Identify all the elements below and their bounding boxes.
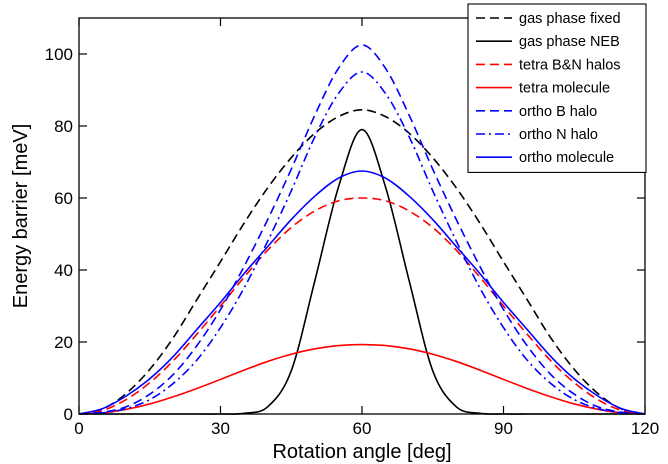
y-axis-ticks: 0 20 40 60 80 100: [45, 45, 645, 424]
x-axis-ticks: 0 30 60 90 120: [74, 18, 659, 438]
legend-label: ortho B halo: [519, 104, 597, 120]
y-tick-label: 60: [54, 189, 73, 208]
legend-label: ortho N halo: [519, 127, 598, 143]
legend-label: gas phase fixed: [519, 11, 621, 27]
x-tick-label: 90: [494, 419, 513, 438]
legend-label: ortho molecule: [519, 150, 614, 166]
series-line-gas-phase-fixed: [78, 108, 646, 415]
legend: gas phase fixed gas phase NEB tetra B&N ha…: [467, 3, 647, 173]
legend-label: tetra molecule: [519, 81, 610, 97]
legend-label: gas phase NEB: [519, 34, 620, 50]
y-tick-label: 40: [54, 261, 73, 280]
series-line-ortho-molecule: [78, 170, 646, 415]
x-tick-label: 0: [74, 419, 83, 438]
x-axis-label: Rotation angle [deg]: [272, 441, 451, 463]
y-tick-label: 0: [64, 405, 73, 424]
x-tick-label: 120: [631, 419, 659, 438]
y-tick-label: 20: [54, 333, 73, 352]
series-line-tetra-b-n-halos: [78, 197, 646, 415]
x-tick-label: 60: [353, 419, 372, 438]
y-tick-label: 100: [45, 45, 73, 64]
series-line-tetra-molecule: [78, 343, 646, 415]
legend-label: tetra B&N halos: [519, 57, 621, 73]
y-tick-label: 80: [54, 117, 73, 136]
x-tick-label: 30: [211, 419, 230, 438]
y-axis-label: Energy barrier [meV]: [10, 124, 32, 309]
series-line-ortho-b-halo: [78, 44, 646, 415]
series-line-ortho-n-halo: [78, 71, 646, 415]
